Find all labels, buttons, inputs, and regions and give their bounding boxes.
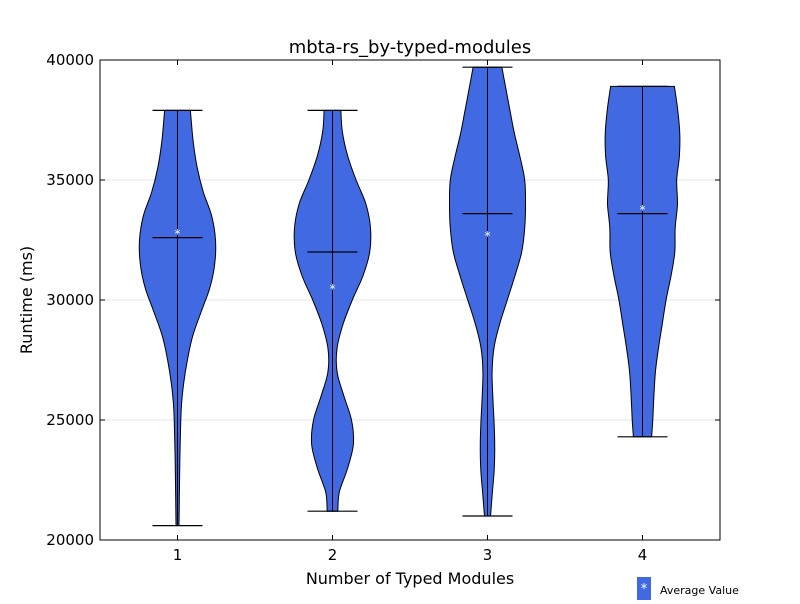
violin-mean-marker: *	[640, 203, 646, 217]
y-axis-label: Runtime (ms)	[17, 246, 36, 354]
x-tick-label: 1	[173, 546, 183, 564]
y-tick-label: 35000	[46, 171, 94, 189]
violin-mean-marker: *	[485, 229, 491, 243]
legend-marker: *	[641, 582, 648, 597]
tick-layer: 20000 25000 30000 35000 40000 1 2 3 4	[46, 51, 720, 564]
legend: * Average Value	[637, 577, 739, 600]
y-tick-label: 20000	[46, 531, 94, 549]
x-axis-label: Number of Typed Modules	[306, 569, 514, 588]
chart-title: mbta-rs_by-typed-modules	[289, 37, 532, 58]
x-tick-label: 4	[638, 546, 648, 564]
legend-swatch	[637, 577, 651, 600]
violin-mean-marker: *	[175, 227, 181, 241]
y-tick-label: 25000	[46, 411, 94, 429]
legend-label: Average Value	[660, 584, 739, 597]
violin-mean-marker: *	[330, 282, 336, 296]
violin-layer: * * * *	[138, 66, 681, 527]
x-tick-label: 2	[328, 546, 338, 564]
y-tick-label: 30000	[46, 291, 94, 309]
x-tick-label: 3	[483, 546, 493, 564]
y-tick-label: 40000	[46, 51, 94, 69]
